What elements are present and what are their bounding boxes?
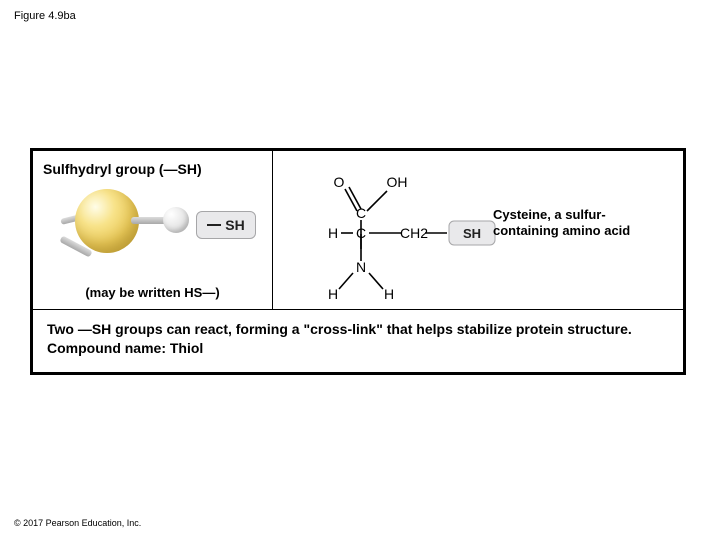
figure-label: Figure 4.9ba [14, 10, 76, 22]
description-panel: Two —SH groups can react, forming a "cro… [33, 310, 683, 372]
atom-N: N [356, 259, 366, 275]
ball-stick-model: SH [43, 183, 262, 281]
diagram-frame: Sulfhydryl group (—SH) SH (may be writte… [30, 148, 686, 375]
atom-C1: C [356, 205, 366, 221]
dash-icon [207, 224, 221, 226]
atom-O: O [334, 174, 345, 190]
alt-notation: (may be written HS—) [43, 285, 262, 300]
sh-badge-text: SH [225, 217, 244, 233]
group-panel: Sulfhydryl group (—SH) SH (may be writte… [33, 151, 273, 309]
copyright: © 2017 Pearson Education, Inc. [14, 518, 141, 528]
sh-badge-inline-text: SH [463, 226, 481, 241]
example-panel: O OH C H C CH2 N H H SH Cysteine, a sulf… [273, 151, 683, 309]
description-line2: Compound name: Thiol [47, 339, 669, 358]
sh-badge: SH [196, 211, 256, 239]
atom-CH2: CH2 [400, 225, 428, 241]
group-title: Sulfhydryl group (—SH) [43, 161, 262, 177]
description-line1: Two —SH groups can react, forming a "cro… [47, 320, 669, 339]
atom-Hn2: H [384, 286, 394, 301]
atom-C2: C [356, 225, 366, 241]
molecule-label: Cysteine, a sulfur-containing amino acid [493, 207, 653, 240]
sulfur-atom-sphere [75, 189, 139, 253]
top-row: Sulfhydryl group (—SH) SH (may be writte… [33, 151, 683, 310]
hydrogen-atom-sphere [163, 207, 189, 233]
atom-OH: OH [387, 174, 408, 190]
atom-Hn1: H [328, 286, 338, 301]
atom-H-left: H [328, 225, 338, 241]
